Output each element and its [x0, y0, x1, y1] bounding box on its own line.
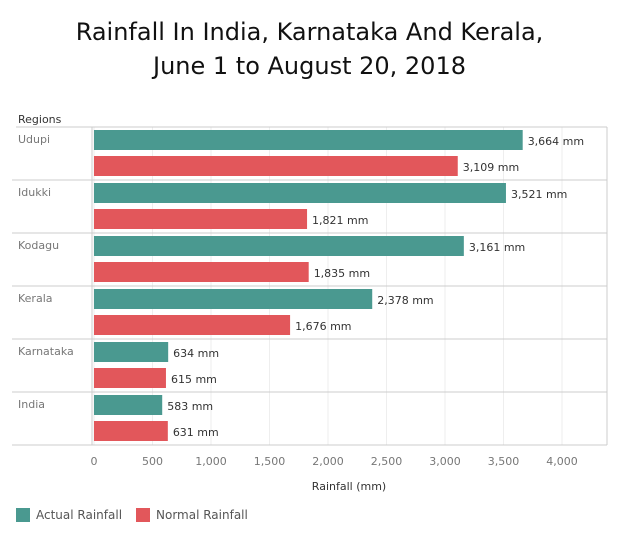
category-label: Kerala: [18, 292, 53, 305]
x-tick-label: 3,000: [429, 455, 461, 468]
data-label: 631 mm: [173, 426, 219, 439]
data-label: 3,161 mm: [469, 241, 525, 254]
x-tick-label: 1,500: [254, 455, 286, 468]
data-label: 1,835 mm: [314, 267, 370, 280]
legend-swatch-actual: [16, 508, 30, 522]
x-tick-label: 2,500: [371, 455, 403, 468]
legend-item-normal[interactable]: Normal Rainfall: [136, 508, 248, 522]
bar-actual: [94, 289, 373, 309]
legend-label-actual: Actual Rainfall: [36, 508, 123, 522]
data-label: 3,109 mm: [463, 161, 519, 174]
bar-normal: [94, 315, 291, 335]
data-label: 1,821 mm: [312, 214, 368, 227]
category-label: Idukki: [18, 186, 51, 199]
category-label: Kodagu: [18, 239, 59, 252]
legend-swatch-normal: [136, 508, 150, 522]
data-label: 634 mm: [173, 347, 219, 360]
x-tick-label: 3,500: [488, 455, 520, 468]
x-tick-label: 500: [142, 455, 163, 468]
bar-actual: [94, 395, 163, 415]
x-tick-label: 4,000: [546, 455, 578, 468]
category-label: Karnataka: [18, 345, 74, 358]
data-label: 2,378 mm: [377, 294, 433, 307]
bar-actual: [94, 342, 169, 362]
x-tick-label: 2,000: [312, 455, 344, 468]
category-label: Udupi: [18, 133, 50, 146]
bar-actual: [94, 130, 523, 150]
data-label: 615 mm: [171, 373, 217, 386]
data-label: 3,664 mm: [528, 135, 584, 148]
chart-subtitle: June 1 to August 20, 2018: [152, 52, 466, 80]
bar-normal: [94, 368, 166, 388]
x-axis-title: Rainfall (mm): [312, 480, 386, 493]
bar-normal: [94, 421, 168, 441]
x-tick-label: 0: [91, 455, 98, 468]
data-label: 3,521 mm: [511, 188, 567, 201]
bar-normal: [94, 209, 308, 229]
data-label: 1,676 mm: [295, 320, 351, 333]
category-label: India: [18, 398, 45, 411]
data-label: 583 mm: [167, 400, 213, 413]
bar-actual: [94, 183, 506, 203]
bar-normal: [94, 156, 458, 176]
bar-normal: [94, 262, 309, 282]
x-tick-label: 1,000: [195, 455, 227, 468]
row-header: Regions: [18, 113, 62, 126]
legend-item-actual[interactable]: Actual Rainfall: [16, 508, 122, 522]
legend-label-normal: Normal Rainfall: [156, 508, 248, 522]
chart-title: Rainfall In India, Karnataka And Kerala,: [75, 18, 544, 46]
bar-actual: [94, 236, 464, 256]
